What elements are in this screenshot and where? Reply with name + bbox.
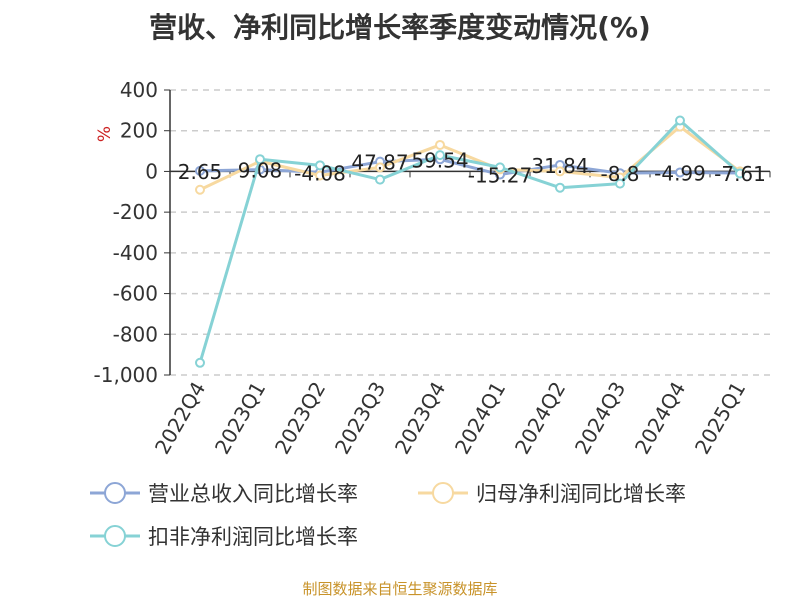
data-label: 59.54 [411, 148, 468, 172]
legend-marker-icon [418, 482, 468, 504]
data-label: 9.08 [238, 159, 283, 183]
series-line [199, 157, 741, 177]
legend-item[interactable]: 营业总收入同比增长率 [90, 478, 358, 508]
x-tick-label: 2024Q2 [510, 378, 570, 459]
data-point [555, 182, 565, 193]
data-point [375, 162, 385, 173]
data-point [195, 184, 205, 195]
grid-lines [170, 89, 770, 376]
data-label: -4.08 [294, 161, 346, 185]
y-tick-label: -400 [113, 241, 158, 265]
legend-label: 扣非净利润同比增长率 [148, 525, 358, 549]
x-tick-label: 2023Q4 [390, 378, 450, 459]
legend-label: 归母净利润同比增长率 [476, 482, 686, 506]
source-note: 制图数据来自恒生聚源数据库 [302, 580, 498, 598]
y-tick-label: -600 [113, 282, 158, 306]
data-point [495, 162, 505, 173]
x-tick-label: 2024Q4 [630, 378, 690, 459]
data-point [675, 167, 685, 178]
y-tick-label: 0 [145, 159, 158, 183]
data-label: 2.65 [178, 160, 223, 184]
chart-title: 营收、净利同比增长率季度变动情况(%) [149, 11, 651, 44]
legend-item[interactable]: 归母净利润同比增长率 [418, 478, 686, 508]
series-3 [195, 115, 745, 368]
legend-label: 营业总收入同比增长率 [148, 482, 358, 506]
x-tick-label: 2023Q1 [210, 378, 270, 459]
data-point [255, 154, 265, 165]
data-label: -4.99 [654, 161, 706, 185]
data-point [555, 166, 565, 177]
data-point [375, 174, 385, 185]
data-label: 47.87 [351, 151, 408, 175]
legend-marker-icon [90, 525, 140, 547]
y-unit-label: % [95, 126, 115, 142]
data-label: -7.61 [714, 162, 766, 186]
data-point [315, 160, 325, 171]
series-line [198, 119, 741, 364]
x-tick-label: 2023Q3 [330, 378, 390, 459]
y-tick-label: -1,000 [94, 363, 158, 387]
x-tick-label: 2022Q4 [150, 378, 210, 459]
series-lines [195, 115, 745, 368]
y-tick-label: -200 [113, 200, 158, 224]
data-label: 31.84 [531, 154, 588, 178]
x-tick-label: 2024Q1 [450, 378, 510, 459]
data-labels: 2.65 9.08 -4.08 47.87 59.54-15.27 31.84 -8.8 -4… [178, 148, 766, 187]
data-label: -15.27 [468, 164, 532, 188]
x-tick-label: 2024Q3 [570, 378, 630, 459]
x-tick-label: 2023Q2 [270, 378, 330, 459]
data-point [195, 357, 205, 368]
y-tick-label: 200 [120, 119, 158, 143]
data-point [315, 170, 325, 181]
x-tick-label: 2025Q1 [690, 378, 750, 459]
y-tick-label: 400 [120, 78, 158, 102]
data-point [435, 139, 445, 150]
data-point [675, 115, 685, 126]
data-label: -8.8 [600, 162, 639, 186]
legend-item[interactable]: 扣非净利润同比增长率 [90, 521, 358, 551]
data-point [615, 178, 625, 189]
legend-marker-icon [90, 482, 140, 504]
data-point [435, 150, 445, 161]
y-tick-label: -800 [113, 322, 158, 346]
data-point [735, 168, 745, 179]
data-point [195, 165, 205, 176]
